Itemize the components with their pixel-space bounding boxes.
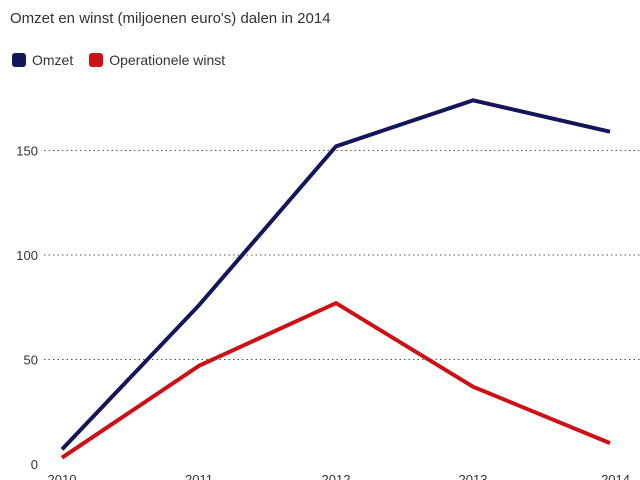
- x-tick-label: 2010: [48, 472, 77, 480]
- x-tick-label: 2011: [185, 472, 213, 480]
- series-line-omzet: [60, 98, 611, 451]
- x-tick-label: 2012: [322, 472, 351, 480]
- y-tick-label: 150: [16, 144, 38, 159]
- legend-item-operationele-winst: Operationele winst: [89, 52, 225, 68]
- x-tick-label: 2013: [459, 472, 488, 480]
- x-axis-ticks: 2010 2011 2012 2013 2014: [48, 472, 630, 480]
- gridlines: [44, 150, 640, 360]
- series-line-operationele-winst: [60, 300, 611, 460]
- legend-item-omzet: Omzet: [12, 52, 73, 68]
- y-axis-ticks: 0 50 100 150: [16, 144, 38, 473]
- legend-swatch-operationele-winst: [89, 53, 104, 67]
- y-tick-label: 50: [24, 353, 38, 368]
- chart-title: Omzet en winst (miljoenen euro's) dalen …: [10, 10, 331, 27]
- legend: Omzet Operationele winst: [12, 52, 241, 68]
- legend-label-operationele-winst: Operationele winst: [109, 52, 226, 68]
- y-tick-label: 100: [16, 248, 38, 263]
- y-tick-label: 0: [31, 457, 38, 472]
- legend-swatch-omzet: [12, 53, 26, 67]
- legend-label-omzet: Omzet: [32, 52, 74, 68]
- series-lines: [60, 98, 611, 460]
- x-tick-label: 2014: [601, 472, 630, 480]
